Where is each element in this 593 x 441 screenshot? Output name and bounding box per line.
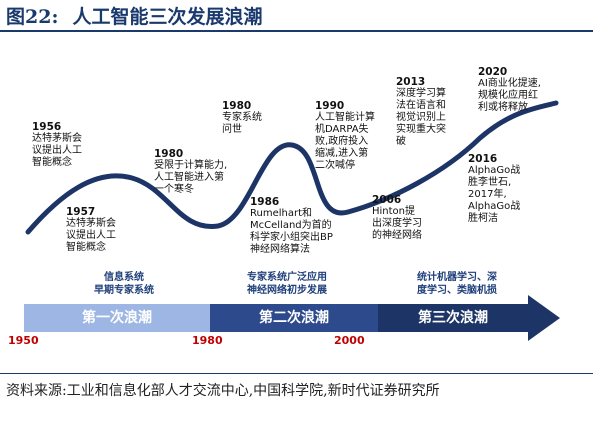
event-year: 1980 bbox=[154, 148, 184, 160]
event-line: 人工智能计算 bbox=[315, 112, 375, 123]
event-line: 缩减,进入第 bbox=[315, 148, 369, 159]
event-line: 法在语言和 bbox=[396, 100, 446, 111]
event-line: 实现重大突 bbox=[396, 124, 446, 135]
event-1957: 1957 达特茅斯会 议提出人工 智能概念 bbox=[66, 206, 116, 254]
event-line: AlphaGo战 bbox=[468, 201, 521, 212]
event-year: 2013 bbox=[396, 76, 426, 88]
event-year: 1986 bbox=[250, 196, 280, 208]
event-line: 出深度学习 bbox=[372, 218, 422, 229]
event-1980-winter: 1980 受限于计算能力, 人工智能进入第 一个寒冬 bbox=[154, 148, 227, 196]
year-marker-1980: 1980 bbox=[192, 334, 223, 347]
event-year: 2016 bbox=[468, 153, 498, 165]
stage-line: 度学习、类脑机损 bbox=[417, 285, 497, 296]
figure-number: 图22: bbox=[6, 6, 59, 28]
event-line: 胜李世石, bbox=[468, 177, 512, 188]
event-line: AlphaGo战 bbox=[468, 165, 521, 176]
event-line: 的神经网络 bbox=[372, 230, 422, 241]
event-line: 二次喊停 bbox=[315, 160, 355, 171]
source-note: 资料来源:工业和信息化部人才交流中心,中国科学院,新时代证券研究所 bbox=[6, 383, 440, 399]
event-line: 神经网络算法 bbox=[250, 244, 310, 255]
stage-line: 早期专家系统 bbox=[94, 285, 154, 296]
stage-3-description: 统计机器学习、深 度学习、类脑机损 bbox=[392, 271, 522, 297]
event-line: 机DARPA失 bbox=[315, 124, 369, 135]
event-line: 利或将释放 bbox=[478, 102, 528, 113]
wave-2-label: 第二次浪潮 bbox=[259, 310, 329, 326]
stage-2-description: 专家系统广泛应用 神经网络初步发展 bbox=[222, 271, 352, 297]
event-line: 专家系统 bbox=[222, 112, 262, 123]
event-line: 一个寒冬 bbox=[154, 184, 194, 195]
event-1956: 1956 达特茅斯会 议提出人工 智能概念 bbox=[32, 121, 82, 169]
title-rule bbox=[0, 30, 593, 32]
event-year: 1957 bbox=[66, 206, 96, 218]
stage-line: 专家系统广泛应用 bbox=[247, 272, 327, 283]
event-year: 2006 bbox=[372, 194, 402, 206]
event-line: 议提出人工 bbox=[66, 230, 116, 241]
event-year: 1956 bbox=[32, 121, 62, 133]
event-line: 智能概念 bbox=[66, 242, 106, 253]
event-2006: 2006 Hinton提 出深度学习 的神经网络 bbox=[372, 194, 422, 242]
event-line: 深度学习算 bbox=[396, 88, 446, 99]
source-rule bbox=[0, 373, 593, 374]
wave-curve-graphic bbox=[25, 100, 559, 235]
event-line: 2017年, bbox=[468, 189, 507, 200]
wave-1-label: 第一次浪潮 bbox=[82, 310, 152, 326]
figure-title: 图22: 人工智能三次发展浪潮 bbox=[6, 2, 262, 29]
event-1990: 1990 人工智能计算 机DARPA失 败,政府投入 缩减,进入第 二次喊停 bbox=[315, 100, 375, 172]
event-line: 规模化应用红 bbox=[478, 90, 538, 101]
event-year: 1990 bbox=[315, 100, 345, 112]
stage-line: 信息系统 bbox=[104, 272, 144, 283]
event-line: 败,政府投入 bbox=[315, 136, 369, 147]
event-1980-expert-systems: 1980 专家系统 问世 bbox=[222, 100, 262, 136]
stage-line: 统计机器学习、深 bbox=[417, 272, 497, 283]
wave-3-band bbox=[378, 295, 560, 341]
event-line: 智能概念 bbox=[32, 157, 72, 168]
event-line: AI商业化提速, bbox=[478, 78, 541, 89]
event-line: 问世 bbox=[222, 124, 242, 135]
event-line: 人工智能进入第 bbox=[154, 172, 224, 183]
wave-2-band bbox=[210, 304, 378, 332]
figure-title-text: 人工智能三次发展浪潮 bbox=[72, 6, 263, 28]
event-line: Hinton提 bbox=[372, 206, 416, 217]
year-marker-2000: 2000 bbox=[334, 334, 365, 347]
wave-1-band bbox=[24, 304, 210, 332]
event-line: 达特茅斯会 bbox=[66, 218, 116, 229]
event-line: 达特茅斯会 bbox=[32, 133, 82, 144]
event-line: 胜柯洁 bbox=[468, 213, 498, 224]
event-line: McCelland为首的 bbox=[250, 220, 332, 231]
event-year: 2020 bbox=[478, 66, 508, 78]
wave-3-label: 第三次浪潮 bbox=[418, 310, 488, 326]
ai-development-curve bbox=[25, 100, 559, 235]
event-line: 受限于计算能力, bbox=[154, 160, 228, 171]
event-line: Rumelhart和 bbox=[250, 208, 313, 219]
stage-1-description: 信息系统 早期专家系统 bbox=[64, 271, 184, 297]
event-line: 科学家小组突出BP bbox=[250, 232, 333, 243]
year-marker-1950: 1950 bbox=[8, 334, 39, 347]
event-2020: 2020 AI商业化提速, 规模化应用红 利或将释放 bbox=[478, 66, 541, 114]
event-line: 议提出人工 bbox=[32, 145, 82, 156]
event-2013: 2013 深度学习算 法在语言和 视觉识别上 实现重大突 破 bbox=[396, 76, 446, 148]
event-2016: 2016 AlphaGo战 胜李世石, 2017年, AlphaGo战 胜柯洁 bbox=[468, 153, 520, 225]
event-line: 视觉识别上 bbox=[396, 112, 446, 123]
event-1986: 1986 Rumelhart和 McCelland为首的 科学家小组突出BP 神… bbox=[250, 196, 333, 256]
event-line: 破 bbox=[396, 136, 406, 147]
event-year: 1980 bbox=[222, 100, 252, 112]
stage-line: 神经网络初步发展 bbox=[247, 285, 327, 296]
